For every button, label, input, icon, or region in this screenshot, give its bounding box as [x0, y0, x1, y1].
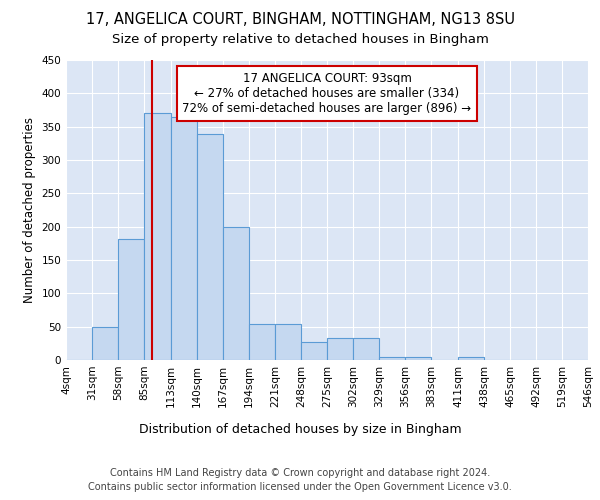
Bar — [327, 338, 353, 360]
Y-axis label: Number of detached properties: Number of detached properties — [23, 117, 36, 303]
Bar — [197, 134, 223, 360]
Bar — [118, 240, 144, 360]
Bar — [223, 228, 249, 360]
Bar — [92, 328, 118, 360]
Bar — [171, 116, 197, 360]
Text: 17 ANGELICA COURT: 93sqm
← 27% of detached houses are smaller (334)
72% of semi-: 17 ANGELICA COURT: 93sqm ← 27% of detach… — [182, 72, 472, 115]
Bar — [144, 114, 171, 360]
Bar — [275, 324, 301, 360]
Text: Contains HM Land Registry data © Crown copyright and database right 2024.: Contains HM Land Registry data © Crown c… — [110, 468, 490, 477]
Bar — [353, 338, 379, 360]
Bar — [405, 356, 431, 360]
Bar — [379, 356, 405, 360]
Text: Contains public sector information licensed under the Open Government Licence v3: Contains public sector information licen… — [88, 482, 512, 492]
Bar — [249, 324, 275, 360]
Text: 17, ANGELICA COURT, BINGHAM, NOTTINGHAM, NG13 8SU: 17, ANGELICA COURT, BINGHAM, NOTTINGHAM,… — [86, 12, 515, 28]
Text: Distribution of detached houses by size in Bingham: Distribution of detached houses by size … — [139, 422, 461, 436]
Bar — [301, 342, 327, 360]
Text: Size of property relative to detached houses in Bingham: Size of property relative to detached ho… — [112, 32, 488, 46]
Bar — [458, 356, 484, 360]
